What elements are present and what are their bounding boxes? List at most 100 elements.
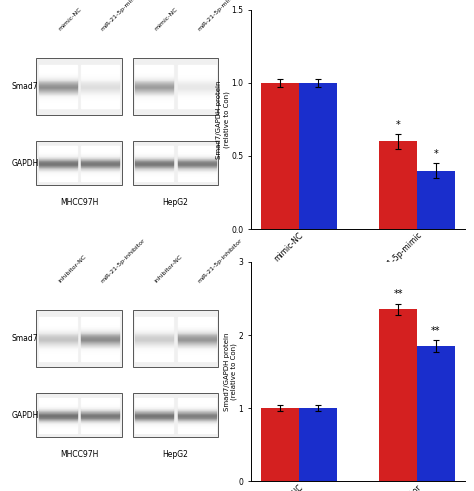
Bar <box>178 70 216 71</box>
Bar <box>81 431 119 432</box>
Bar <box>178 66 216 67</box>
Bar <box>81 66 119 67</box>
Bar <box>38 149 77 150</box>
Bar <box>38 430 77 431</box>
Bar <box>38 400 77 401</box>
Bar <box>38 417 77 418</box>
Bar <box>81 147 119 148</box>
Bar <box>178 401 216 402</box>
Bar <box>38 175 77 176</box>
Bar <box>38 398 77 399</box>
Bar <box>38 151 77 152</box>
Bar <box>81 406 119 407</box>
Bar <box>81 418 119 419</box>
Bar <box>178 354 216 355</box>
Bar <box>178 339 216 340</box>
Bar <box>135 399 173 400</box>
Bar <box>178 68 216 69</box>
Text: inhibitor-NC: inhibitor-NC <box>58 254 88 284</box>
Bar <box>135 418 173 419</box>
Text: inhibitor-NC: inhibitor-NC <box>154 254 184 284</box>
Bar <box>81 77 119 78</box>
Bar <box>178 340 216 341</box>
Bar <box>135 359 173 360</box>
Bar <box>178 75 216 76</box>
Bar <box>178 416 216 417</box>
Bar <box>38 103 77 104</box>
Bar <box>135 329 173 330</box>
Bar <box>38 70 77 71</box>
Bar <box>38 69 77 70</box>
Bar <box>38 156 77 157</box>
Bar <box>135 345 173 346</box>
Bar <box>38 81 77 82</box>
Bar <box>178 341 216 342</box>
Bar <box>178 158 216 159</box>
Bar <box>135 151 173 152</box>
Y-axis label: Smad7/GAPDH protein
(relative to Con): Smad7/GAPDH protein (relative to Con) <box>224 332 237 411</box>
Bar <box>38 406 77 407</box>
Bar <box>38 91 77 92</box>
Bar <box>178 148 216 149</box>
Bar <box>38 333 77 334</box>
Bar <box>38 324 77 325</box>
Bar <box>135 67 173 68</box>
Bar <box>38 325 77 326</box>
Bar <box>178 426 216 427</box>
Bar <box>135 341 173 342</box>
Bar <box>38 344 77 345</box>
Bar <box>178 409 216 410</box>
Bar <box>38 343 77 344</box>
Bar <box>38 108 77 109</box>
Bar <box>135 68 173 69</box>
Bar <box>135 152 173 153</box>
Bar <box>81 99 119 100</box>
Bar <box>38 428 77 429</box>
Bar <box>135 336 173 337</box>
Bar <box>81 73 119 74</box>
Bar <box>36 141 121 185</box>
Bar <box>38 157 77 158</box>
Bar <box>81 357 119 358</box>
Bar <box>81 164 119 165</box>
Bar <box>178 403 216 404</box>
Bar <box>178 155 216 156</box>
Bar <box>135 339 173 340</box>
Bar <box>81 333 119 334</box>
Bar <box>178 172 216 173</box>
Bar <box>81 91 119 92</box>
Bar <box>178 102 216 103</box>
Bar <box>178 425 216 426</box>
Bar <box>38 150 77 151</box>
Bar <box>135 104 173 105</box>
Bar <box>81 410 119 411</box>
Bar <box>38 338 77 339</box>
Bar <box>38 415 77 416</box>
Bar <box>38 174 77 175</box>
Bar <box>38 321 77 322</box>
Bar <box>178 351 216 352</box>
Bar <box>38 82 77 83</box>
Bar <box>38 353 77 354</box>
Bar <box>178 429 216 430</box>
Bar <box>178 81 216 82</box>
Bar <box>178 357 216 358</box>
Bar <box>81 87 119 88</box>
Bar <box>38 411 77 412</box>
Bar <box>178 90 216 91</box>
Bar <box>178 408 216 409</box>
Bar <box>178 78 216 79</box>
Bar <box>38 336 77 337</box>
Bar <box>81 86 119 87</box>
Bar <box>38 401 77 402</box>
Bar <box>38 84 77 85</box>
Bar <box>81 325 119 326</box>
Bar <box>178 323 216 324</box>
Bar <box>178 85 216 86</box>
Bar <box>81 319 119 320</box>
Bar <box>81 78 119 79</box>
Bar <box>81 350 119 351</box>
Bar <box>81 334 119 335</box>
Bar <box>178 318 216 319</box>
Bar <box>178 166 216 167</box>
